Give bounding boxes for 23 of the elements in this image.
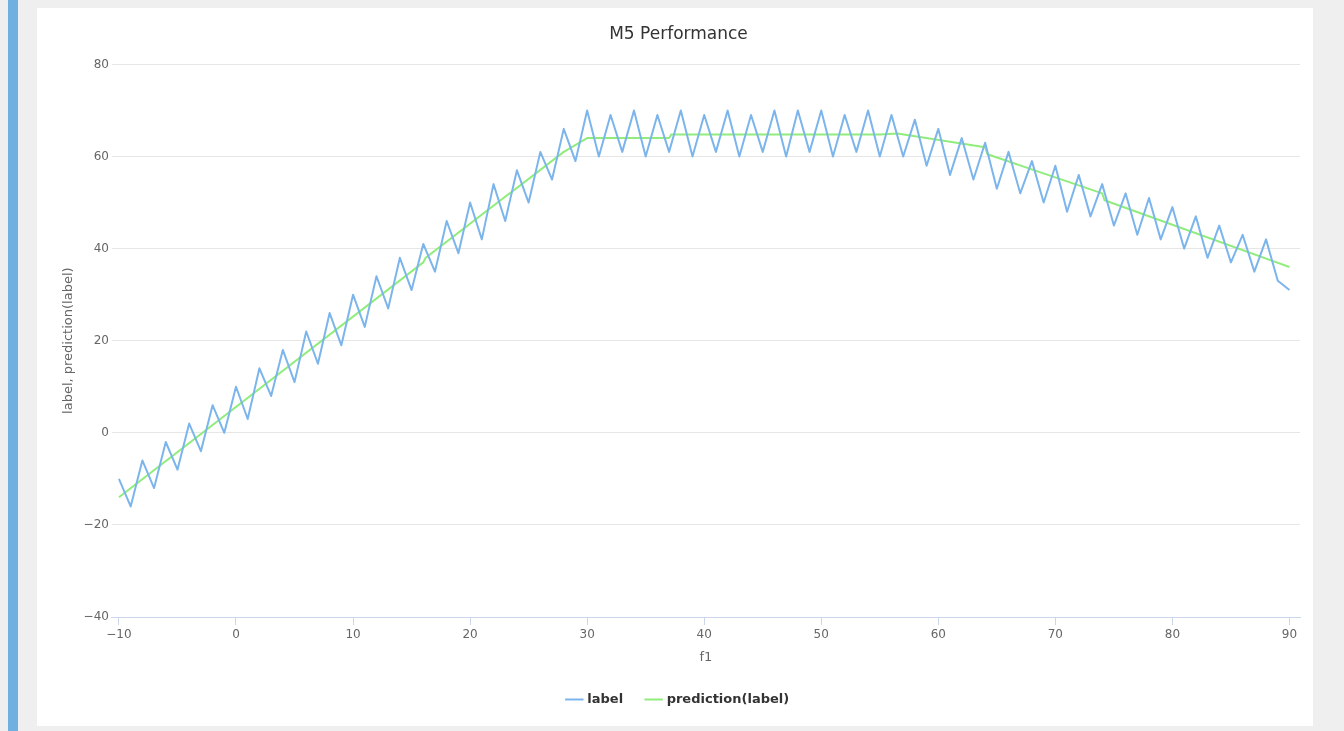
x-tick-label: 40 <box>696 627 712 642</box>
x-axis-title: f1 <box>699 648 713 664</box>
chart-title: M5 Performance <box>609 22 748 43</box>
x-tick-label: 30 <box>579 627 595 642</box>
y-tick-label: 80 <box>93 56 109 71</box>
x-tick-label: 70 <box>1047 627 1063 642</box>
x-tick-label: 80 <box>1164 627 1181 642</box>
x-tick-label: −10 <box>106 627 132 642</box>
y-tick-label: −40 <box>83 609 109 624</box>
x-tick-label: 90 <box>1281 627 1298 642</box>
x-tick-label: 10 <box>345 627 361 642</box>
y-tick-label: 40 <box>93 240 109 255</box>
y-tick-label: 60 <box>93 148 109 163</box>
x-tick-label: 20 <box>462 627 478 642</box>
x-tick-label: 50 <box>813 627 829 642</box>
y-tick-label: −20 <box>83 517 109 532</box>
x-tick-label: 60 <box>930 627 946 642</box>
y-axis-title: label, prediction(label) <box>60 267 76 414</box>
x-tick-label: 0 <box>232 627 240 642</box>
legend-label: label <box>587 690 624 706</box>
y-tick-label: 20 <box>93 332 109 347</box>
legend-label: prediction(label) <box>666 690 790 706</box>
y-tick-label: 0 <box>101 424 109 439</box>
